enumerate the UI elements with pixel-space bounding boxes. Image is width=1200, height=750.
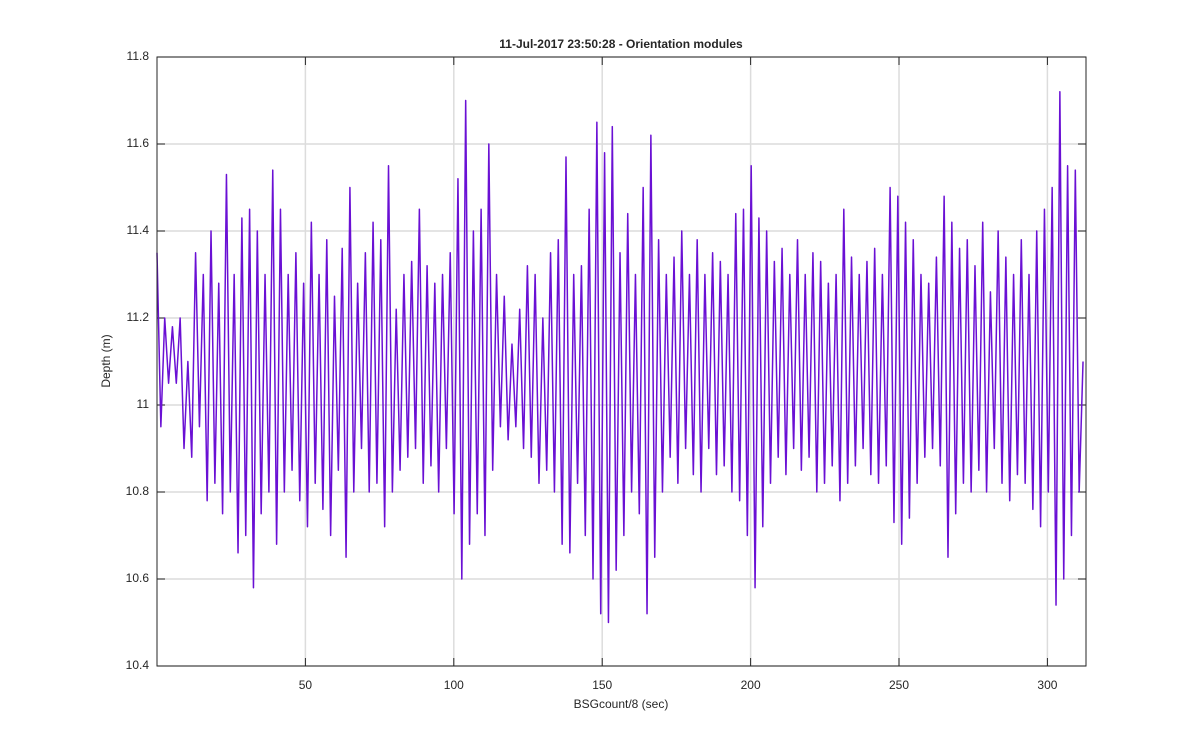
y-tick-label: 11.2 [127,310,150,324]
y-tick-label: 11.4 [127,223,150,237]
x-tick-label: 250 [889,678,909,692]
x-tick-label: 50 [299,678,313,692]
x-tick-label: 200 [741,678,761,692]
plot-area [156,91,1084,624]
data-line [156,91,1084,624]
y-tick-label: 11.6 [127,136,150,150]
y-tick-label: 10.8 [126,484,150,498]
chart-title: 11-Jul-2017 23:50:28 - Orientation modul… [499,37,743,51]
tick-labels: 10.4 10.6 10.8 11 11.2 11.4 11.6 11.8 50 100 150 20… [126,49,1058,692]
axes-box [156,56,1087,667]
x-tick-label: 150 [592,678,612,692]
y-tick-label: 11 [137,397,150,411]
y-axis-label: Depth (m) [99,334,113,387]
y-tick-label: 10.6 [126,571,150,585]
y-tick-label: 11.8 [127,49,150,63]
x-tick-label: 300 [1037,678,1057,692]
y-tick-label: 10.4 [126,658,150,672]
x-tick-label: 100 [444,678,464,692]
x-axis-label: BSGcount/8 (sec) [574,697,669,711]
